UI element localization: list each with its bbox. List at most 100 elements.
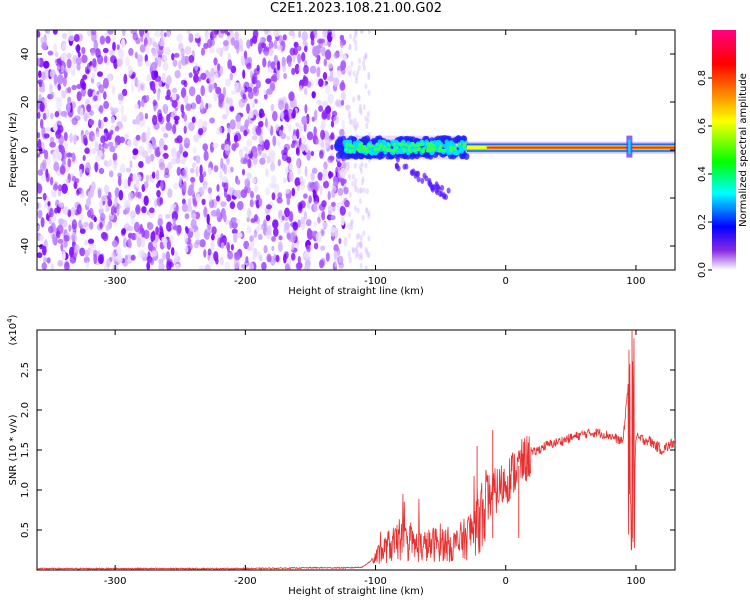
noise-speck (337, 187, 344, 196)
noise-speck (171, 92, 177, 101)
noise-speck (137, 191, 142, 199)
signal-blob (449, 145, 454, 150)
noise-speck (240, 189, 247, 199)
noise-speck (250, 190, 254, 199)
noise-speck (103, 160, 108, 167)
noise-speck (282, 65, 286, 72)
noise-speck (282, 109, 289, 120)
noise-speck (322, 30, 328, 38)
noise-speck (333, 250, 339, 261)
noise-speck (234, 251, 241, 261)
noise-speck (304, 143, 309, 153)
noise-speck (226, 157, 230, 165)
noise-speck (125, 167, 132, 173)
noise-speck (39, 235, 44, 242)
noise-speck (164, 104, 168, 114)
signal-blob (373, 147, 378, 152)
noise-speck (304, 104, 308, 114)
noise-speck (140, 83, 144, 91)
signal-blob (402, 147, 407, 151)
colorbar-tick-label: 0.0 (697, 262, 708, 278)
noise-speck (299, 200, 306, 209)
noise-speck (330, 144, 334, 151)
signal-blob (375, 142, 380, 147)
noise-speck (61, 183, 68, 194)
noise-speck (345, 104, 351, 111)
noise-speck (125, 56, 130, 67)
noise-speck (354, 252, 358, 259)
noise-speck (109, 49, 115, 56)
noise-speck (263, 30, 270, 35)
noise-speck (66, 152, 73, 158)
noise-speck (176, 166, 181, 176)
signal-tail (446, 187, 451, 194)
noise-speck (325, 49, 332, 61)
signal-blob (420, 142, 424, 146)
noise-speck (312, 188, 317, 200)
noise-speck (291, 67, 296, 76)
noise-speck (183, 125, 187, 134)
noise-speck (37, 138, 42, 150)
noise-speck (149, 80, 156, 91)
noise-speck (47, 50, 54, 56)
signal-blob (391, 149, 396, 153)
chart-title: C2E1.2023.108.21.00.G02 (269, 1, 443, 16)
band-red (486, 146, 675, 149)
noise-speck (135, 178, 140, 189)
noise-speck (79, 169, 83, 178)
noise-speck (50, 112, 54, 120)
noise-speck (229, 72, 233, 81)
noise-speck (362, 187, 366, 194)
noise-speck (40, 162, 46, 172)
y-tick-label: 20 (20, 96, 31, 109)
noise-speck (67, 158, 72, 168)
noise-speck (221, 175, 228, 183)
noise-speck (251, 135, 258, 141)
noise-speck (304, 45, 308, 53)
noise-speck (363, 55, 366, 62)
noise-speck (53, 74, 58, 85)
noise-speck (84, 147, 90, 154)
noise-speck (233, 39, 240, 50)
noise-speck (146, 73, 152, 82)
noise-speck (286, 135, 290, 141)
noise-speck (162, 61, 169, 71)
noise-speck (190, 102, 197, 110)
noise-speck (165, 121, 172, 131)
noise-speck (112, 160, 118, 171)
noise-speck (281, 56, 286, 68)
signal-blob (411, 142, 415, 146)
noise-speck (366, 251, 370, 258)
bottom-plot-frame (36, 329, 676, 571)
noise-speck (134, 103, 140, 110)
noise-speck (64, 261, 70, 270)
noise-speck (72, 63, 77, 71)
noise-speck (291, 187, 296, 197)
noise-speck (56, 230, 61, 239)
x-axis-label: Height of straight line (km) (288, 586, 424, 597)
noise-speck (37, 183, 43, 194)
noise-speck (152, 114, 158, 126)
noise-speck (257, 223, 263, 231)
noise-speck (243, 123, 249, 131)
noise-speck (98, 119, 102, 129)
noise-speck (343, 236, 348, 247)
noise-speck (276, 197, 283, 204)
noise-speck (222, 162, 226, 172)
noise-speck (146, 94, 150, 102)
signal-blob (421, 149, 426, 153)
noise-speck (159, 138, 165, 149)
noise-speck (266, 34, 272, 43)
signal-tail (424, 175, 429, 182)
noise-speck (301, 135, 307, 146)
noise-speck (165, 251, 170, 261)
noise-speck (98, 104, 104, 114)
noise-speck (140, 99, 145, 108)
noise-speck (250, 241, 255, 251)
noise-speck (42, 192, 47, 201)
signal-tail (394, 163, 399, 170)
noise-speck (249, 38, 253, 47)
noise-speck (41, 42, 48, 50)
noise-speck (311, 116, 315, 122)
noise-speck (246, 103, 251, 114)
